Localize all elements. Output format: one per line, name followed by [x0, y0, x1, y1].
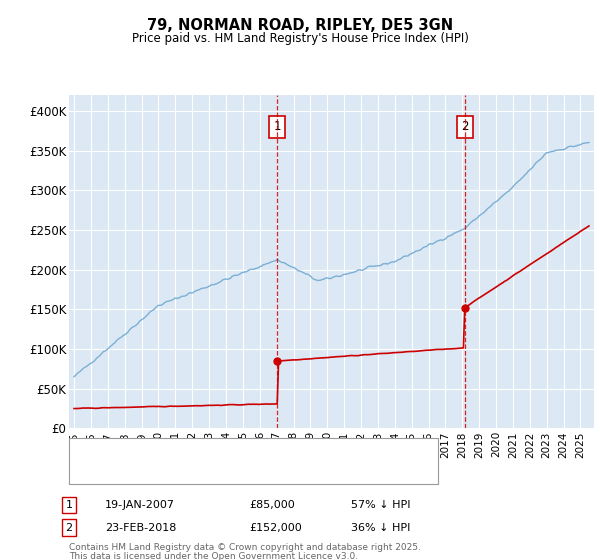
Text: 79, NORMAN ROAD, RIPLEY, DE5 3GN (detached house): 79, NORMAN ROAD, RIPLEY, DE5 3GN (detach… [113, 446, 404, 456]
Text: 2: 2 [461, 120, 469, 133]
Text: Price paid vs. HM Land Registry's House Price Index (HPI): Price paid vs. HM Land Registry's House … [131, 32, 469, 45]
Text: 57% ↓ HPI: 57% ↓ HPI [351, 500, 410, 510]
Text: £85,000: £85,000 [249, 500, 295, 510]
Text: 1: 1 [65, 500, 73, 510]
Text: 23-FEB-2018: 23-FEB-2018 [105, 522, 176, 533]
Text: 19-JAN-2007: 19-JAN-2007 [105, 500, 175, 510]
Text: This data is licensed under the Open Government Licence v3.0.: This data is licensed under the Open Gov… [69, 552, 358, 560]
Text: Contains HM Land Registry data © Crown copyright and database right 2025.: Contains HM Land Registry data © Crown c… [69, 543, 421, 552]
Text: 1: 1 [274, 120, 281, 133]
FancyBboxPatch shape [69, 438, 438, 484]
Text: HPI: Average price, detached house, Amber Valley: HPI: Average price, detached house, Ambe… [113, 467, 375, 477]
Text: 79, NORMAN ROAD, RIPLEY, DE5 3GN: 79, NORMAN ROAD, RIPLEY, DE5 3GN [147, 18, 453, 33]
Text: 36% ↓ HPI: 36% ↓ HPI [351, 522, 410, 533]
Text: 2: 2 [65, 522, 73, 533]
Text: £152,000: £152,000 [249, 522, 302, 533]
